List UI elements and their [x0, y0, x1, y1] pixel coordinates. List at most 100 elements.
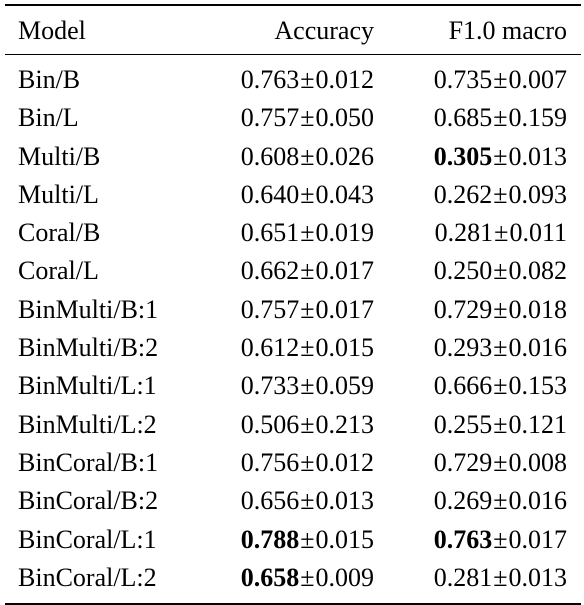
accuracy-cell-std: 0.213	[315, 409, 375, 439]
plus-minus-sign: ±	[493, 179, 508, 209]
table-row: Coral/B 0.651±0.019 0.281±0.011	[5, 214, 581, 252]
table-row: BinCoral/B:2 0.656±0.013 0.269±0.016	[5, 482, 581, 520]
accuracy-cell: 0.763±0.012	[241, 61, 374, 99]
f1-cell-mean: 0.262	[433, 179, 493, 209]
table-row: BinMulti/L:1 0.733±0.059 0.666±0.153	[5, 367, 581, 405]
accuracy-cell-std: 0.013	[315, 486, 375, 516]
accuracy-cell: 0.651±0.019	[241, 214, 374, 252]
header-model: Model	[18, 16, 86, 45]
plus-minus-sign: ±	[493, 141, 508, 171]
accuracy-cell-std: 0.015	[315, 524, 375, 554]
plus-minus-sign: ±	[493, 486, 508, 516]
header-f1-macro: F1.0 macro	[448, 16, 567, 45]
accuracy-cell-mean: 0.656	[240, 486, 300, 516]
accuracy-cell: 0.788±0.015	[241, 521, 374, 559]
table-row: BinMulti/B:2 0.612±0.015 0.293±0.016	[5, 329, 581, 367]
f1-cell-std: 0.121	[508, 409, 568, 439]
accuracy-cell: 0.662±0.017	[241, 252, 374, 290]
plus-minus-sign: ±	[493, 409, 508, 439]
accuracy-cell-mean: 0.757	[240, 103, 300, 133]
accuracy-cell-std: 0.043	[315, 179, 375, 209]
model-cell: Bin/L	[18, 103, 79, 133]
f1-cell: 0.666±0.153	[434, 367, 567, 405]
plus-minus-sign: ±	[300, 218, 315, 248]
model-cell: Bin/B	[18, 65, 81, 94]
f1-cell: 0.293±0.016	[434, 329, 567, 367]
header-row: Model Accuracy F1.0 macro	[5, 6, 581, 54]
f1-cell-mean: 0.269	[433, 486, 493, 516]
accuracy-cell-mean: 0.506	[240, 409, 300, 439]
f1-cell-std: 0.153	[508, 371, 568, 401]
accuracy-cell-mean: 0.788	[240, 524, 300, 554]
plus-minus-sign: ±	[493, 333, 508, 363]
plus-minus-sign: ±	[300, 409, 315, 439]
model-cell: BinMulti/B:1	[18, 294, 159, 324]
f1-cell-std: 0.159	[508, 103, 568, 133]
accuracy-cell-mean: 0.733	[240, 371, 300, 401]
plus-minus-sign: ±	[493, 562, 508, 592]
f1-cell: 0.281±0.011	[435, 214, 567, 252]
f1-cell: 0.763±0.017	[434, 521, 567, 559]
f1-cell-mean: 0.729	[433, 447, 493, 477]
plus-minus-sign: ±	[300, 294, 315, 324]
table-row: Multi/L 0.640±0.043 0.262±0.093	[5, 176, 581, 214]
table-row: Coral/L 0.662±0.017 0.250±0.082	[5, 252, 581, 290]
f1-cell-mean: 0.293	[433, 333, 493, 363]
plus-minus-sign: ±	[300, 65, 315, 94]
f1-cell-std: 0.007	[508, 65, 568, 94]
plus-minus-sign: ±	[300, 103, 315, 133]
accuracy-cell-mean: 0.651	[240, 218, 300, 248]
table-body: Bin/B 0.763±0.012 0.735±0.007 Bin/L 0.757±0.…	[5, 55, 581, 603]
header-rule	[5, 54, 581, 55]
f1-cell-std: 0.011	[509, 218, 567, 248]
accuracy-cell-std: 0.012	[315, 65, 375, 94]
f1-cell-mean: 0.305	[433, 141, 493, 171]
accuracy-cell-mean: 0.658	[240, 562, 300, 592]
accuracy-cell-std: 0.017	[315, 256, 375, 286]
accuracy-cell: 0.608±0.026	[241, 138, 374, 176]
f1-cell: 0.685±0.159	[434, 99, 567, 137]
plus-minus-sign: ±	[300, 562, 315, 592]
table-row: BinCoral/L:1 0.788±0.015 0.763±0.017	[5, 521, 581, 559]
table-row: Bin/L 0.757±0.050 0.685±0.159	[5, 99, 581, 137]
f1-cell: 0.281±0.013	[434, 559, 567, 597]
f1-cell-std: 0.013	[508, 562, 568, 592]
plus-minus-sign: ±	[493, 103, 508, 133]
f1-cell-mean: 0.729	[433, 294, 493, 324]
f1-cell: 0.305±0.013	[434, 138, 567, 176]
accuracy-cell-std: 0.009	[315, 562, 375, 592]
f1-cell-mean: 0.281	[433, 562, 493, 592]
model-cell: BinMulti/L:2	[18, 409, 157, 439]
accuracy-cell-std: 0.012	[315, 447, 375, 477]
f1-cell-std: 0.017	[508, 524, 568, 554]
table-row: BinMulti/L:2 0.506±0.213 0.255±0.121	[5, 406, 581, 444]
plus-minus-sign: ±	[300, 333, 315, 363]
model-cell: Coral/L	[18, 256, 99, 286]
f1-cell-std: 0.016	[508, 486, 568, 516]
plus-minus-sign: ±	[300, 447, 315, 477]
accuracy-cell-mean: 0.757	[240, 294, 300, 324]
f1-cell-std: 0.008	[508, 447, 568, 477]
plus-minus-sign: ±	[300, 524, 315, 554]
accuracy-cell-mean: 0.640	[240, 179, 300, 209]
accuracy-cell: 0.506±0.213	[241, 406, 374, 444]
model-cell: BinMulti/B:2	[18, 333, 159, 363]
accuracy-cell-std: 0.017	[315, 294, 375, 324]
plus-minus-sign: ±	[300, 179, 315, 209]
f1-cell-mean: 0.685	[433, 103, 493, 133]
table-row: Multi/B 0.608±0.026 0.305±0.013	[5, 138, 581, 176]
plus-minus-sign: ±	[300, 486, 315, 516]
f1-cell-mean: 0.255	[433, 409, 493, 439]
header-accuracy: Accuracy	[274, 16, 374, 45]
model-cell: BinCoral/B:2	[18, 486, 159, 516]
f1-cell: 0.269±0.016	[434, 482, 567, 520]
model-cell: Multi/L	[18, 179, 99, 209]
f1-cell-std: 0.082	[508, 256, 568, 286]
accuracy-cell-mean: 0.662	[240, 256, 300, 286]
accuracy-cell-mean: 0.756	[240, 447, 300, 477]
f1-cell-mean: 0.666	[433, 371, 493, 401]
f1-cell-std: 0.016	[508, 333, 568, 363]
plus-minus-sign: ±	[300, 141, 315, 171]
model-cell: Multi/B	[18, 141, 101, 171]
accuracy-cell: 0.757±0.050	[241, 99, 374, 137]
